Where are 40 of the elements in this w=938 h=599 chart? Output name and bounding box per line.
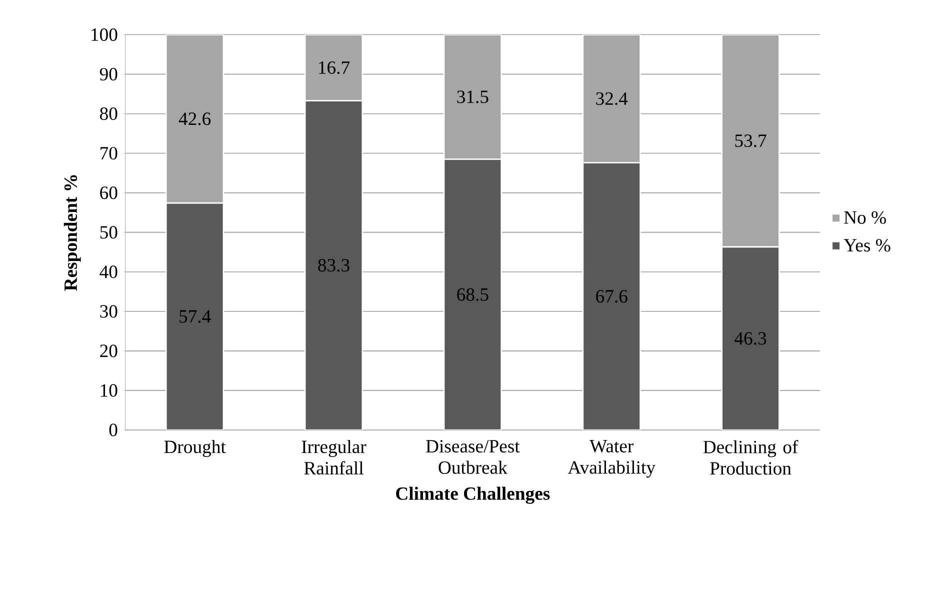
bar: [582, 34, 641, 164]
data-label: 16.7: [319, 61, 350, 74]
data-label: 46.3: [734, 332, 766, 345]
bar: [582, 162, 641, 430]
y-tick-label: 10: [100, 384, 118, 397]
data-label: 53.7: [735, 134, 766, 148]
y-axis-title: Respondent %: [64, 175, 81, 291]
data-label: 32.4: [596, 92, 628, 106]
y-tick-label: 70: [100, 146, 118, 160]
x-tick-label: Drought: [164, 440, 226, 458]
y-tick-label: 40: [100, 266, 118, 278]
x-tick-label: Irregular Rainfall: [302, 440, 366, 475]
x-tick-label: Disease/Pest Outbreak: [426, 440, 520, 474]
bar: [721, 34, 780, 248]
x-tick-label: Water Availability: [568, 440, 656, 478]
bar: [443, 158, 502, 430]
data-label: 67.6: [596, 290, 628, 303]
y-tick-label: 80: [100, 107, 118, 120]
y-tick-label: 0: [109, 424, 118, 436]
bar: [304, 100, 364, 430]
bar: [721, 246, 780, 430]
bar: [165, 202, 224, 430]
y-tick-label: 100: [92, 28, 118, 41]
legend-label: Yes %: [844, 238, 890, 252]
bar: [443, 34, 502, 160]
bar: [165, 34, 224, 204]
bar: [304, 34, 364, 102]
data-label: 31.5: [457, 90, 488, 104]
data-label: 68.5: [457, 288, 488, 301]
legend-label: No %: [844, 211, 886, 224]
data-label: 83.3: [318, 258, 350, 272]
data-label: 57.4: [180, 310, 211, 323]
y-tick-label: 60: [100, 186, 118, 200]
y-tick-label: 20: [100, 344, 118, 358]
y-tick-label: 50: [100, 226, 118, 239]
y-tick-label: 90: [100, 68, 118, 80]
data-label: 42.6: [178, 112, 211, 126]
y-tick-label: 30: [100, 305, 118, 318]
x-tick-label: Declining of Production: [703, 440, 798, 475]
x-axis-title: Climate Challenges: [396, 486, 550, 504]
